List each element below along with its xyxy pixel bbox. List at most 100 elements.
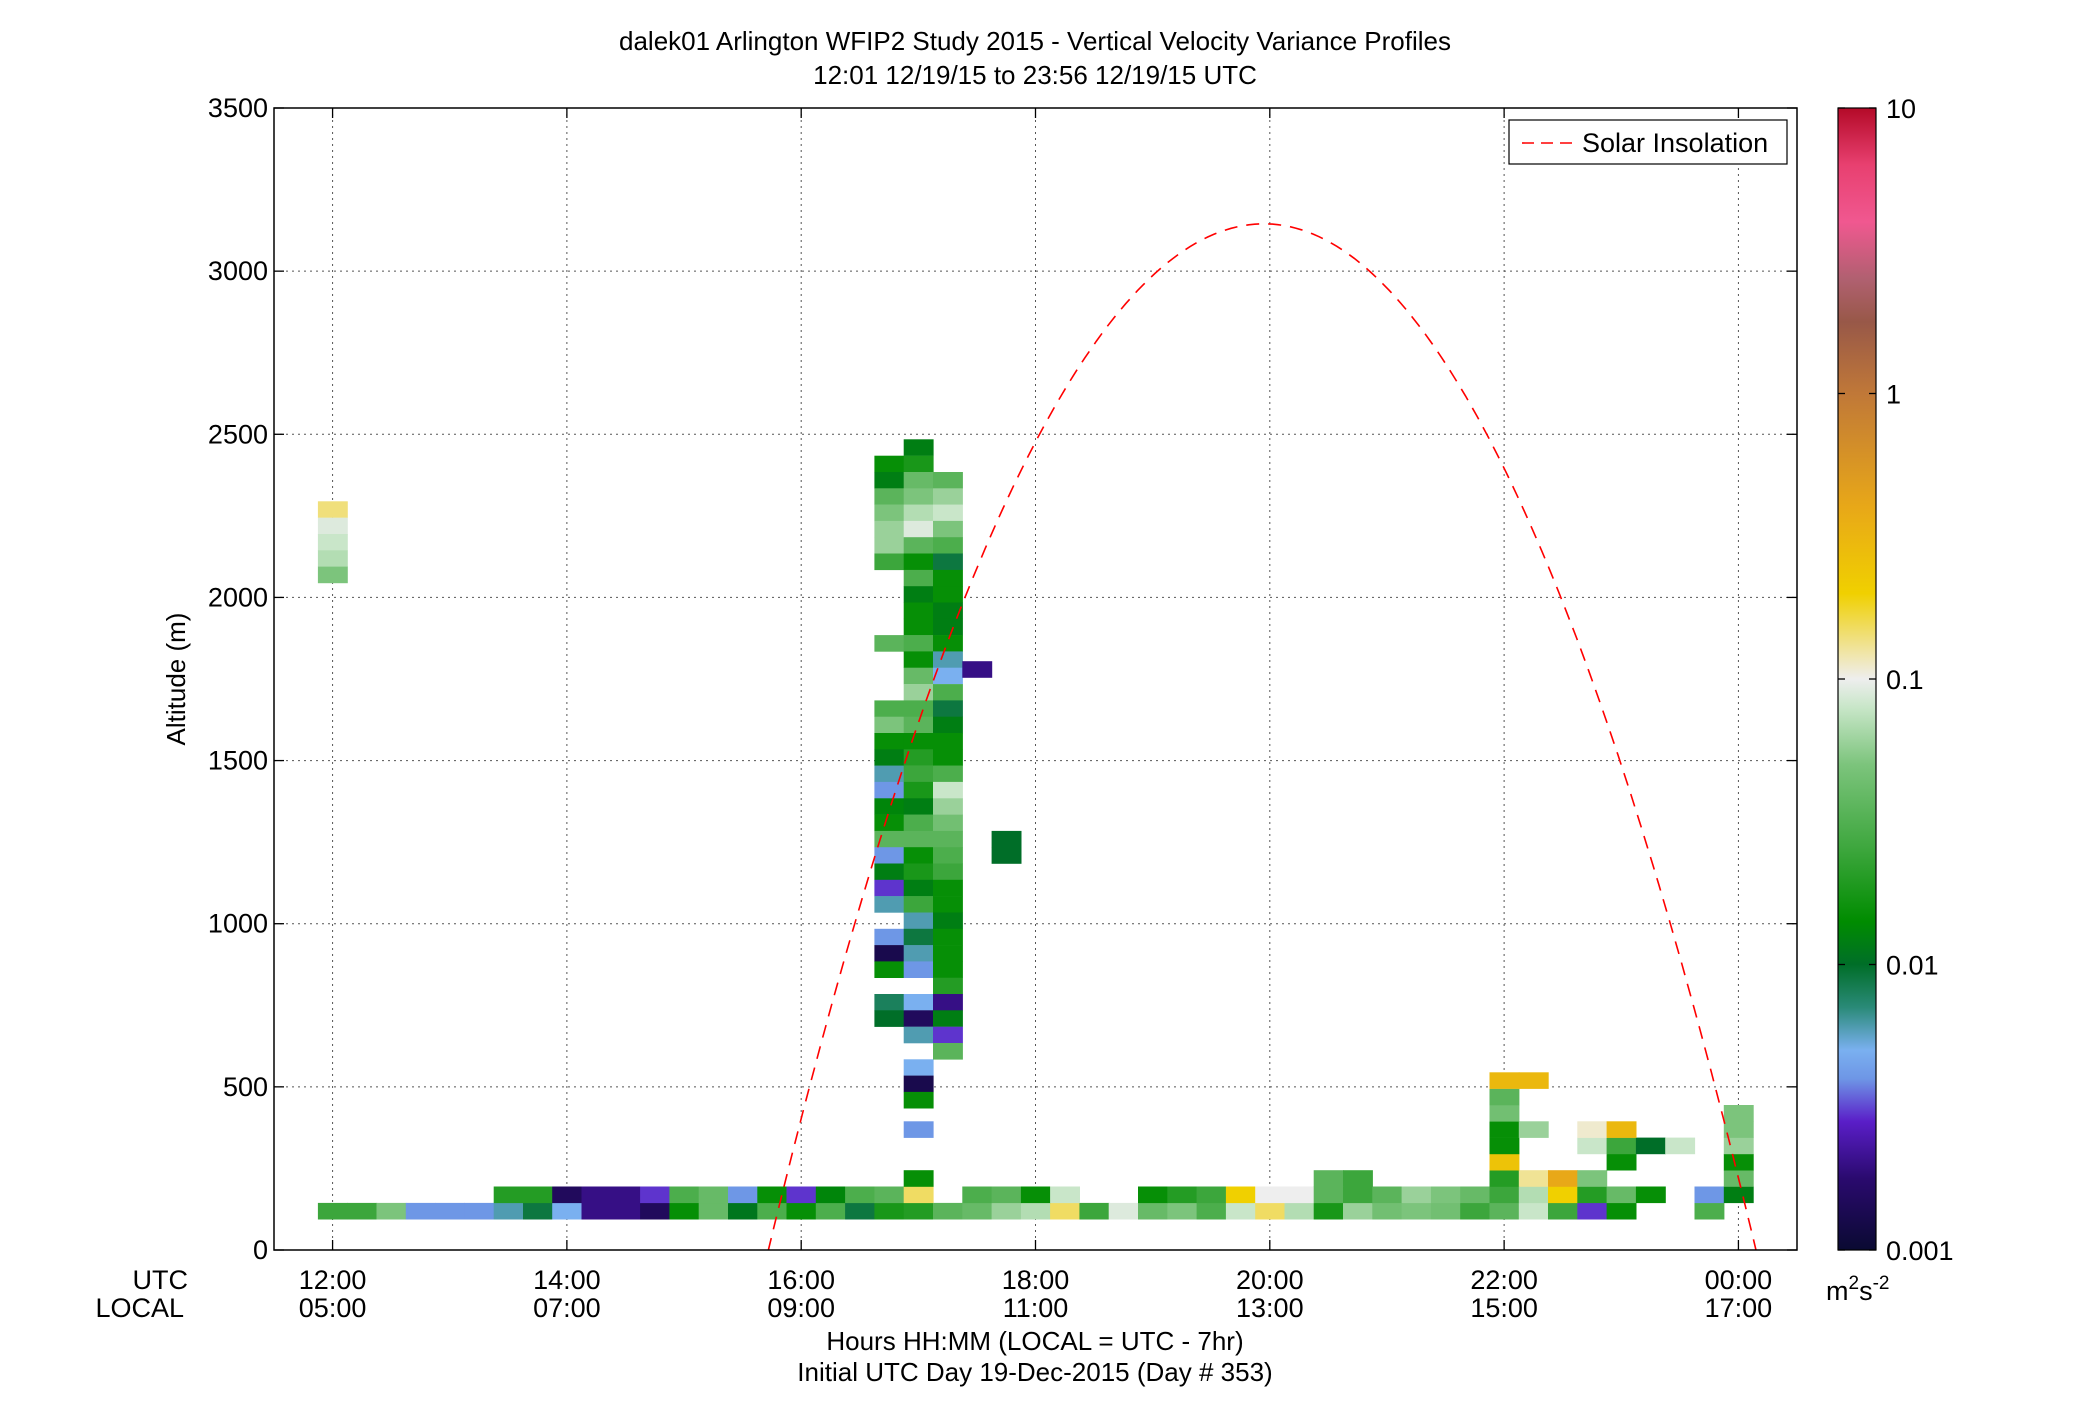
variance-cell: [903, 716, 934, 734]
x-tick-label-utc: 12:00: [299, 1265, 367, 1295]
y-tick-label: 0: [253, 1235, 268, 1265]
variance-cell: [757, 1186, 788, 1204]
variance-cell: [903, 1091, 934, 1109]
variance-cell: [933, 765, 963, 783]
variance-cell: [903, 798, 934, 815]
variance-cell: [757, 1202, 788, 1220]
variance-cell: [903, 879, 934, 897]
variance-cell: [933, 977, 963, 995]
variance-cell: [903, 684, 934, 701]
y-tick-label: 3000: [208, 256, 268, 286]
variance-cell: [962, 1202, 993, 1220]
variance-cell: [376, 1202, 407, 1220]
variance-cell: [903, 1121, 934, 1138]
variance-cell: [933, 504, 963, 522]
variance-cell: [874, 830, 905, 848]
variance-cell: [933, 1026, 963, 1044]
variance-cell: [933, 733, 963, 750]
variance-cell: [1635, 1186, 1666, 1204]
variance-cell: [874, 749, 905, 766]
y-tick-label: 500: [223, 1072, 268, 1102]
x-axis-label: Hours HH:MM (LOCAL = UTC - 7hr): [826, 1326, 1243, 1356]
variance-cell: [317, 566, 348, 584]
variance-cell: [933, 879, 963, 897]
x-tick-label-local: 17:00: [1705, 1293, 1773, 1323]
variance-cell: [1606, 1121, 1637, 1138]
y-tick-label: 2500: [208, 419, 268, 449]
variance-cell: [1167, 1202, 1198, 1220]
variance-cell: [786, 1202, 817, 1220]
x-tick-label-local: 15:00: [1470, 1293, 1538, 1323]
colorbar-unit: m2s-2: [1826, 1273, 1889, 1306]
variance-cell: [493, 1186, 524, 1204]
legend-box: [1508, 119, 1788, 165]
variance-cell: [728, 1186, 758, 1204]
variance-cell: [991, 830, 1022, 848]
variance-cell: [903, 504, 934, 522]
chart-title: dalek01 Arlington WFIP2 Study 2015 - Ver…: [619, 26, 1451, 56]
variance-cell: [874, 896, 905, 913]
variance-cell: [1489, 1105, 1520, 1122]
variance-cell: [874, 863, 905, 881]
variance-cell: [610, 1202, 641, 1220]
variance-cell: [874, 635, 905, 652]
variance-cell: [1401, 1202, 1432, 1220]
variance-cell: [581, 1202, 612, 1220]
variance-cell: [903, 602, 934, 620]
variance-cell: [903, 586, 934, 603]
variance-cell: [1489, 1088, 1520, 1106]
variance-cell: [1577, 1170, 1608, 1187]
y-axis-label: Altitude (m): [161, 613, 191, 746]
variance-cell: [1489, 1072, 1520, 1089]
x-tick-label-local: 05:00: [299, 1293, 367, 1323]
variance-cell: [1518, 1186, 1549, 1204]
variance-cell: [874, 716, 905, 734]
colorbar-tick-label: 0.001: [1886, 1236, 1954, 1266]
variance-cell: [933, 1010, 963, 1027]
variance-cell: [1020, 1186, 1051, 1204]
variance-cell: [903, 700, 934, 717]
variance-cell: [1694, 1186, 1725, 1204]
variance-cell: [991, 1186, 1022, 1204]
x-tick-label-local: 13:00: [1236, 1293, 1304, 1323]
variance-cell: [1723, 1137, 1754, 1155]
variance-cell: [933, 716, 963, 734]
variance-cell: [1343, 1186, 1373, 1204]
variance-cell: [1723, 1121, 1754, 1138]
variance-cell: [903, 569, 934, 587]
variance-cell: [903, 635, 934, 652]
variance-cell: [874, 488, 905, 505]
variance-cell: [933, 928, 963, 946]
colorbar-ticks: 0.001 0.01 0.1 1 10: [1838, 94, 1954, 1266]
x-tick-label-local: 07:00: [533, 1293, 601, 1323]
variance-cell: [903, 455, 934, 473]
variance-cell: [1723, 1186, 1754, 1204]
variance-cell: [991, 847, 1022, 864]
variance-cell: [1548, 1186, 1578, 1204]
variance-cell: [874, 472, 905, 489]
variance-cell: [1518, 1170, 1549, 1187]
variance-cells: [317, 439, 1754, 1220]
variance-cell: [1489, 1170, 1520, 1187]
variance-cell: [1138, 1186, 1168, 1204]
variance-cell: [874, 994, 905, 1011]
variance-cell: [1518, 1121, 1549, 1138]
variance-cell: [1225, 1202, 1256, 1220]
variance-cell: [933, 537, 963, 554]
variance-cell: [1079, 1202, 1110, 1220]
variance-cell: [903, 537, 934, 554]
variance-cell: [874, 879, 905, 897]
variance-cell: [903, 1059, 934, 1076]
variance-cell: [903, 1075, 934, 1093]
variance-cell: [1196, 1186, 1227, 1204]
colorbar-tick-label: 0.01: [1886, 951, 1939, 981]
variance-cell: [1577, 1186, 1608, 1204]
variance-cell: [903, 439, 934, 456]
unit-mid: s: [1859, 1276, 1873, 1306]
variance-cell: [874, 814, 905, 832]
variance-cell: [903, 928, 934, 946]
variance-cell: [1284, 1202, 1315, 1220]
variance-cell: [903, 472, 934, 489]
variance-cell: [933, 651, 963, 668]
colorbar-tick-label: 1: [1886, 380, 1901, 410]
